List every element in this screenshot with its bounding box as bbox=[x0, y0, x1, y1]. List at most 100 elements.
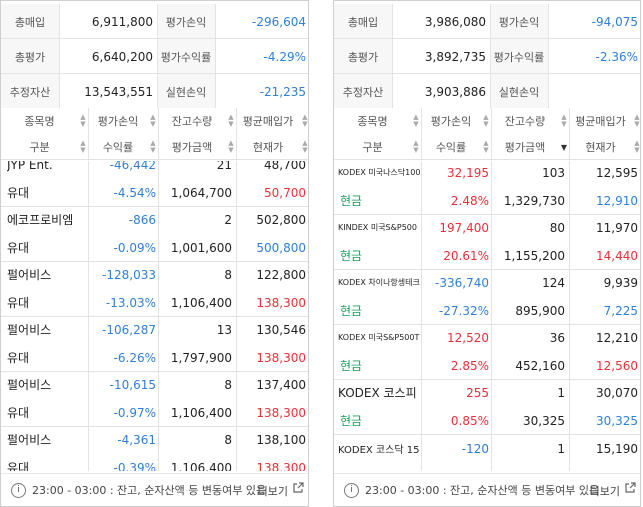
stock-qty: 2 bbox=[224, 212, 232, 227]
holdings-table-header: 종목명 ▲ ▼ 평가손익 ▲ ▼ 잔고수량 ▲ ▼ 평균매입가 ▲ ▼ 구분 ▲ ▼ 수익률 ▲ ▼ 평… bbox=[1, 108, 308, 160]
stock-pl: -4,361 bbox=[117, 432, 156, 447]
holdings-list[interactable]: JYP Ent. -46,442 21 48,700 유대 -4.54% 1,0… bbox=[1, 161, 308, 471]
stock-eval: 1,106,400 bbox=[170, 460, 232, 472]
stock-name: KODEX 미국나스닥100TR bbox=[338, 168, 420, 177]
sort-rate-header[interactable]: 수익률 ▲ ▼ bbox=[88, 134, 158, 160]
total-purchase-label: 총매입 bbox=[1, 4, 59, 39]
sort-avg-header[interactable]: 평균매입가 ▲ ▼ bbox=[569, 108, 640, 134]
holding-row[interactable]: JYP Ent. -46,442 21 48,700 유대 -4.54% 1,0… bbox=[1, 161, 308, 206]
realized-pl-label: 실현손익 bbox=[157, 74, 215, 109]
sort-desc-icon: ▼ bbox=[560, 142, 568, 152]
eval-rate-label: 평가수익률 bbox=[157, 39, 215, 74]
stock-type: 유대 bbox=[7, 241, 30, 255]
sort-type-header[interactable]: 구분 ▲ ▼ bbox=[334, 134, 421, 160]
sort-icon: ▲ ▼ bbox=[483, 139, 489, 154]
stock-qty: 1 bbox=[557, 385, 565, 400]
holding-row[interactable]: 펄어비스 -128,033 8 122,800 유대 -13.03% 1,106… bbox=[1, 261, 308, 316]
sort-name-header[interactable]: 종목명 ▲ ▼ bbox=[1, 108, 88, 134]
sort-icon: ▲ ▼ bbox=[561, 113, 567, 128]
notice-footer: i 23:00 - 03:00 : 잔고, 순자산액 등 변동여부 있음 더보기 bbox=[334, 473, 640, 506]
stock-rate: 0.85% bbox=[450, 413, 489, 428]
left-account-panel: 총매입 6,911,800 평가손익 -296,604 총평가 6,640,20… bbox=[0, 0, 309, 507]
stock-name: 펄어비스 bbox=[7, 323, 52, 337]
stock-avg: 130,546 bbox=[256, 322, 306, 337]
notice-footer: i 23:00 - 03:00 : 잔고, 순자산액 등 변동여부 있음 더보기 bbox=[1, 473, 308, 506]
sort-avg-header[interactable]: 평균매입가 ▲ ▼ bbox=[236, 108, 308, 134]
stock-name: 펄어비스 bbox=[7, 268, 52, 282]
info-icon: i bbox=[11, 482, 26, 498]
stock-type: 유대 bbox=[7, 296, 30, 310]
holding-row[interactable]: KODEX 미국나스닥100TR 32,195 103 12,595 현금 2.… bbox=[334, 161, 640, 214]
stock-qty: 80 bbox=[549, 220, 565, 235]
sort-pl-header[interactable]: 평가손익 ▲ ▼ bbox=[88, 108, 158, 134]
stock-pl: -128,033 bbox=[102, 267, 156, 282]
holding-row[interactable]: KINDEX 미국S&P500 197,400 80 11,970 현금 20.… bbox=[334, 214, 640, 269]
stock-avg: 122,800 bbox=[256, 267, 306, 282]
realized-pl-label: 실현손익 bbox=[490, 74, 548, 109]
holding-row[interactable]: 펄어비스 -4,361 8 138,100 유대 -0.39% 1,106,40… bbox=[1, 426, 308, 472]
stock-pl: -10,615 bbox=[109, 377, 156, 392]
sort-qty-header[interactable]: 잔고수량 ▲ ▼ bbox=[491, 108, 569, 134]
sort-cur-header[interactable]: 현재가 ▲ ▼ bbox=[236, 134, 308, 160]
stock-avg: 12,595 bbox=[596, 165, 638, 180]
stock-avg: 30,070 bbox=[596, 385, 638, 400]
holding-row[interactable]: 펄어비스 -106,287 13 130,546 유대 -6.26% 1,797… bbox=[1, 316, 308, 371]
total-eval-label: 총평가 bbox=[334, 39, 392, 74]
stock-pl: -120 bbox=[461, 441, 489, 456]
summary-row: 총매입 6,911,800 평가손익 -296,604 bbox=[1, 4, 308, 39]
stock-rate: 20.61% bbox=[443, 248, 489, 263]
external-link-icon[interactable] bbox=[624, 482, 636, 494]
sort-eval-header[interactable]: 평가금액 ▲ ▼ bbox=[158, 134, 236, 160]
sort-rate-header[interactable]: 수익률 ▲ ▼ bbox=[421, 134, 491, 160]
sort-eval-header[interactable]: 평가금액 ▼ bbox=[504, 141, 568, 154]
stock-qty: 21 bbox=[216, 161, 232, 172]
stock-rate: -0.97% bbox=[113, 405, 156, 420]
summary-row: 총평가 3,892,735 평가수익률 -2.36% bbox=[334, 39, 640, 74]
more-link[interactable]: 더보기 bbox=[257, 485, 288, 498]
stock-cur: 500,800 bbox=[256, 240, 306, 255]
stock-name: JYP Ent. bbox=[7, 161, 53, 172]
sort-pl-header[interactable]: 평가손익 ▲ ▼ bbox=[421, 108, 491, 134]
stock-cur: 50,700 bbox=[264, 185, 306, 200]
stock-name: 펄어비스 bbox=[7, 378, 52, 392]
holding-row[interactable]: 에코프로비엠 -866 2 502,800 유대 -0.09% 1,001,60… bbox=[1, 206, 308, 261]
stock-type: 유대 bbox=[7, 461, 30, 471]
sort-qty-header[interactable]: 잔고수량 ▲ ▼ bbox=[158, 108, 236, 134]
stock-pl: -106,287 bbox=[102, 322, 156, 337]
holding-row[interactable]: KODEX 코스닥 150 -120 1 15,190 bbox=[334, 435, 640, 471]
holding-row[interactable]: KODEX 차이나항셍테크 -336,740 124 9,939 현금 -27.… bbox=[334, 269, 640, 324]
holding-row[interactable]: 펄어비스 -10,615 8 137,400 유대 -0.97% 1,106,4… bbox=[1, 371, 308, 426]
stock-avg: 48,700 bbox=[264, 161, 306, 172]
stock-eval: 1,797,900 bbox=[170, 350, 232, 365]
sort-icon: ▲ ▼ bbox=[634, 139, 640, 154]
stock-pl: -46,442 bbox=[109, 161, 156, 172]
stock-qty: 8 bbox=[224, 377, 232, 392]
est-asset-value: 13,543,551 bbox=[84, 84, 153, 99]
stock-cur: 12,560 bbox=[596, 358, 638, 373]
stock-qty: 8 bbox=[224, 267, 232, 282]
sort-cur-header[interactable]: 현재가 ▲ ▼ bbox=[569, 134, 640, 160]
stock-pl: -336,740 bbox=[435, 275, 489, 290]
total-eval-value: 3,892,735 bbox=[424, 49, 486, 64]
stock-cur: 30,325 bbox=[596, 413, 638, 428]
holding-row[interactable]: KODEX 미국S&P500TR 12,520 36 12,210 현금 2.8… bbox=[334, 324, 640, 379]
stock-eval: 1,001,600 bbox=[170, 240, 232, 255]
summary-row: 총평가 6,640,200 평가수익률 -4.29% bbox=[1, 39, 308, 74]
stock-avg: 137,400 bbox=[256, 377, 306, 392]
holding-row[interactable]: KODEX 코스피 255 1 30,070 현금 0.85% 30,325 3… bbox=[334, 379, 640, 434]
external-link-icon[interactable] bbox=[292, 482, 304, 494]
notice-text: 23:00 - 03:00 : 잔고, 순자산액 등 변동여부 있음 bbox=[32, 484, 267, 497]
sort-type-header[interactable]: 구분 ▲ ▼ bbox=[1, 134, 88, 160]
stock-type: 현금 bbox=[340, 359, 363, 373]
stock-rate: 2.85% bbox=[450, 358, 489, 373]
sort-name-header[interactable]: 종목명 ▲ ▼ bbox=[334, 108, 421, 134]
holdings-list[interactable]: KODEX 미국나스닥100TR 32,195 103 12,595 현금 2.… bbox=[334, 161, 640, 471]
stock-cur: 138,300 bbox=[256, 295, 306, 310]
est-asset-label: 추정자산 bbox=[1, 74, 59, 109]
more-link[interactable]: 더보기 bbox=[589, 485, 620, 498]
account-summary: 총매입 3,986,080 평가손익 -94,075 총평가 3,892,735… bbox=[334, 1, 640, 109]
eval-pl-value: -296,604 bbox=[252, 14, 306, 29]
eval-rate-label: 평가수익률 bbox=[490, 39, 548, 74]
summary-row: 추정자산 3,903,886 실현손익 bbox=[334, 74, 640, 109]
eval-pl-value: -94,075 bbox=[591, 14, 638, 29]
